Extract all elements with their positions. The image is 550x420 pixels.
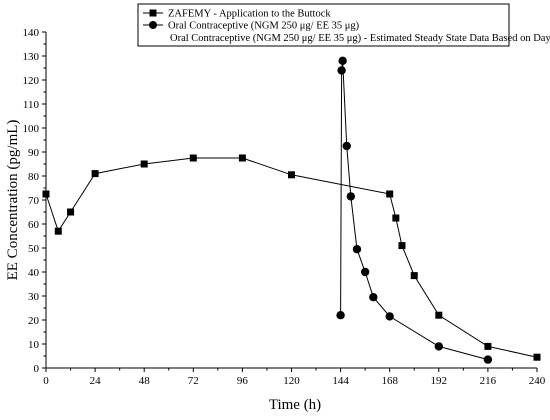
legend-label-zafemy: ZAFEMY - Application to the Buttock [168,9,331,20]
y-axis-title: EE Concentration (pg/mL) [5,120,21,281]
legend-box [137,3,510,47]
y-tick-label: 40 [28,267,40,279]
x-tick-label: 48 [139,375,151,387]
legend-note: Oral Contraceptive (NGM 250 μg/ EE 35 μg… [170,33,550,44]
data-point-square [398,242,406,250]
legend-marker-square-icon [149,9,157,17]
y-tick-label: 100 [23,123,40,135]
x-axis-title: Time (h) [269,397,321,413]
y-tick-label: 50 [28,243,40,255]
y-tick-label: 60 [28,219,40,231]
data-point-square [386,190,394,198]
legend-label-oral: Oral Contraceptive (NGM 250 μg/ EE 35 μg… [168,21,360,32]
data-point-circle [338,56,347,65]
y-tick-label: 120 [23,75,40,87]
x-tick-label: 96 [237,375,249,387]
x-tick-label: 72 [188,375,199,387]
x-tick-label: 168 [381,375,398,387]
y-tick-label: 80 [28,171,40,183]
x-tick-label: 144 [332,375,349,387]
data-point-square [410,272,418,280]
x-tick-label: 192 [431,375,448,387]
y-tick-label: 0 [34,363,40,375]
data-point-circle [360,267,370,277]
data-point-circle [336,311,345,320]
x-tick-label: 0 [43,375,49,387]
y-tick-label: 10 [28,339,40,351]
y-tick-label: 140 [23,27,40,39]
data-point-square [189,154,197,162]
data-point-square [484,342,492,350]
data-point-circle [483,355,493,364]
data-point-circle [369,293,378,302]
y-tick-label: 90 [28,147,40,159]
data-point-square [392,214,400,222]
data-point-circle [342,141,351,151]
data-point-square [435,311,443,319]
x-tick-label: 120 [283,375,300,387]
legend: ZAFEMY - Application to the Buttock Oral… [137,3,550,47]
legend-marker-circle-icon [149,21,157,29]
y-tick-label: 110 [23,99,40,111]
data-point-circle [385,312,394,321]
data-point-square [533,353,541,361]
y-tick-label: 70 [28,195,40,207]
data-point-square [91,170,99,178]
data-point-square [54,227,62,235]
axes: 0 24 48 72 96 120 144 168 192 216 240 0 10 20 30 40 50 60… [23,27,546,387]
series-line-oral [340,60,489,361]
data-point-circle [434,342,443,351]
data-point-circle [337,66,346,75]
x-tick-label: 24 [90,375,102,387]
plot-area [42,56,541,364]
data-point-square [238,154,246,162]
x-tick-label: 216 [480,375,497,387]
y-tick-label: 30 [28,291,40,303]
data-point-square [288,171,295,179]
data-point-circle [352,245,362,254]
x-tick-label: 240 [529,375,546,387]
y-tick-label: 130 [23,51,40,63]
y-tick-label: 20 [28,315,40,327]
series-line-zafemy [45,157,538,358]
data-point-square [67,208,75,216]
data-point-square [140,160,148,168]
data-point-circle [346,192,356,201]
